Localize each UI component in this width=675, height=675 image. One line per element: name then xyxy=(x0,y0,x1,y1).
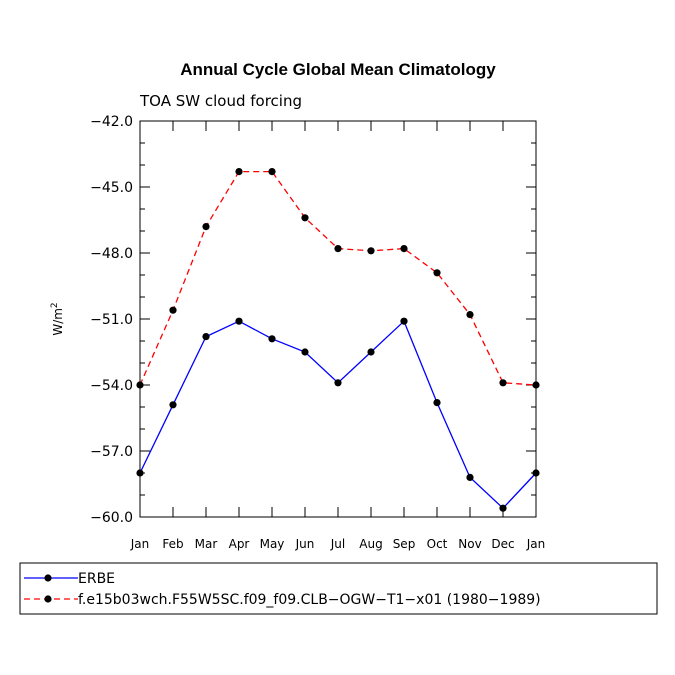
legend: ERBE f.e15b03wch.F55W5SC.f09_f09.CLB−OGW−… xyxy=(19,562,658,615)
data-point xyxy=(466,473,474,481)
legend-marker xyxy=(44,574,52,582)
data-point xyxy=(433,269,441,277)
data-point xyxy=(400,245,408,253)
data-point xyxy=(499,504,507,512)
y-tick-label: −45.0 xyxy=(90,180,133,196)
data-point xyxy=(367,348,375,356)
data-point xyxy=(202,223,210,231)
data-point xyxy=(532,469,540,477)
x-tick-label: Aug xyxy=(359,537,382,551)
chart-subtitle: TOA SW cloud forcing xyxy=(139,92,302,110)
data-point xyxy=(235,168,243,176)
data-point xyxy=(433,399,441,407)
data-point xyxy=(268,335,276,343)
data-point xyxy=(334,245,342,253)
x-tick-label: Jan xyxy=(526,537,546,551)
y-axis-label: W/m2 xyxy=(50,302,65,335)
data-point xyxy=(334,379,342,387)
y-tick-label: −51.0 xyxy=(90,312,133,328)
y-tick-label: −57.0 xyxy=(90,444,133,460)
data-point xyxy=(499,379,507,387)
legend-label: ERBE xyxy=(78,571,115,587)
x-tick-label: Nov xyxy=(458,537,481,551)
x-tick-label: May xyxy=(260,537,285,551)
data-point xyxy=(136,381,144,389)
data-point xyxy=(169,306,177,314)
legend-box xyxy=(19,562,658,615)
y-axis-label-superscript: 2 xyxy=(50,302,60,308)
data-point xyxy=(301,348,309,356)
series-line xyxy=(139,170,537,386)
y-axis-tick-labels: −42.0 −45.0 −48.0 −51.0 −54.0 −57.0 −60.0 xyxy=(90,114,133,526)
x-tick-label: Apr xyxy=(229,537,250,551)
data-point xyxy=(301,214,309,222)
data-point xyxy=(136,469,144,477)
axis-ticks xyxy=(139,120,537,518)
data-point xyxy=(235,317,243,325)
x-tick-label: Jun xyxy=(295,537,315,551)
legend-marker xyxy=(44,595,52,603)
chart-title: Annual Cycle Global Mean Climatology xyxy=(180,60,496,79)
series-layer xyxy=(136,168,540,512)
y-tick-label: −42.0 xyxy=(90,114,133,130)
x-axis-tick-labels: Jan Feb Mar Apr May Jun Jul Aug Sep Oct Nov Dec Jan xyxy=(130,537,546,551)
x-tick-label: Sep xyxy=(393,537,416,551)
x-tick-label: Dec xyxy=(491,537,514,551)
legend-label: f.e15b03wch.F55W5SC.f09_f09.CLB−OGW−T1−x… xyxy=(78,592,541,608)
x-tick-label: Jul xyxy=(330,537,345,551)
x-tick-label: Feb xyxy=(162,537,183,551)
y-tick-label: −60.0 xyxy=(90,510,133,526)
data-point xyxy=(268,168,276,176)
y-tick-label: −54.0 xyxy=(90,378,133,394)
data-point xyxy=(532,381,540,389)
x-tick-label: Mar xyxy=(195,537,218,551)
x-tick-label: Oct xyxy=(427,537,448,551)
plot-frame xyxy=(139,120,537,518)
y-tick-label: −48.0 xyxy=(90,246,133,262)
data-point xyxy=(169,401,177,409)
data-point xyxy=(400,317,408,325)
data-point xyxy=(367,247,375,255)
data-point xyxy=(466,311,474,319)
series-line xyxy=(139,320,537,510)
x-tick-label: Jan xyxy=(130,537,150,551)
data-point xyxy=(202,333,210,341)
